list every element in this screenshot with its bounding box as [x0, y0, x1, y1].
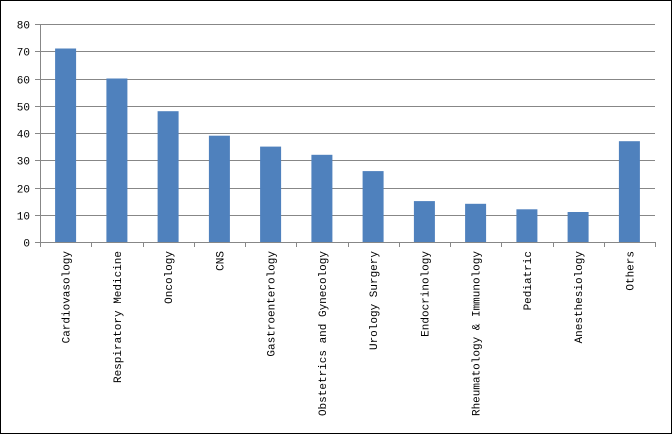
bars [55, 48, 640, 242]
bar [618, 141, 640, 242]
bar [567, 212, 589, 242]
bar [465, 203, 487, 242]
x-tick-label: Gastroenterology [267, 251, 279, 357]
bar [55, 48, 77, 242]
x-tick-label: CNS [215, 251, 227, 271]
y-tick-label: 80 [17, 21, 30, 33]
y-tick-label: 30 [17, 157, 30, 169]
y-tick-label: 40 [17, 130, 30, 142]
gridlines [40, 24, 655, 216]
y-tick-label: 20 [17, 185, 30, 197]
bar [260, 146, 282, 242]
bar [208, 135, 230, 242]
x-tick-label: Oncology [164, 251, 176, 304]
bar [362, 171, 384, 242]
x-tick-label: Others [625, 251, 637, 291]
bar [413, 201, 435, 242]
x-axis-ticks: Cardiovasology Respiratory Medicine Oncolo… [40, 242, 656, 416]
x-tick-label: Respiratory Medicine [113, 251, 125, 383]
axes [40, 24, 655, 243]
y-tick-label: 50 [17, 103, 30, 115]
y-tick-label: 0 [23, 239, 30, 251]
y-tick-label: 60 [17, 76, 30, 88]
bar [516, 209, 538, 242]
y-tick-label: 70 [17, 48, 30, 60]
x-tick-label: Anesthesiology [574, 251, 586, 344]
bar [311, 154, 333, 242]
y-axis-ticks: 0 10 20 30 40 50 60 70 80 [17, 21, 40, 251]
bar [157, 111, 179, 242]
x-tick-label: Endocrinology [420, 251, 432, 337]
bar [106, 78, 128, 242]
x-tick-label: Cardiovasology [62, 251, 74, 344]
x-tick-label: Obstetrics and Gynecology [318, 251, 330, 416]
x-tick-label: Rheumatology & Immunology [472, 251, 484, 416]
x-tick-label: Pediatric [523, 251, 535, 310]
x-tick-label: Urology Surgery [369, 251, 381, 350]
y-tick-label: 10 [17, 212, 30, 224]
